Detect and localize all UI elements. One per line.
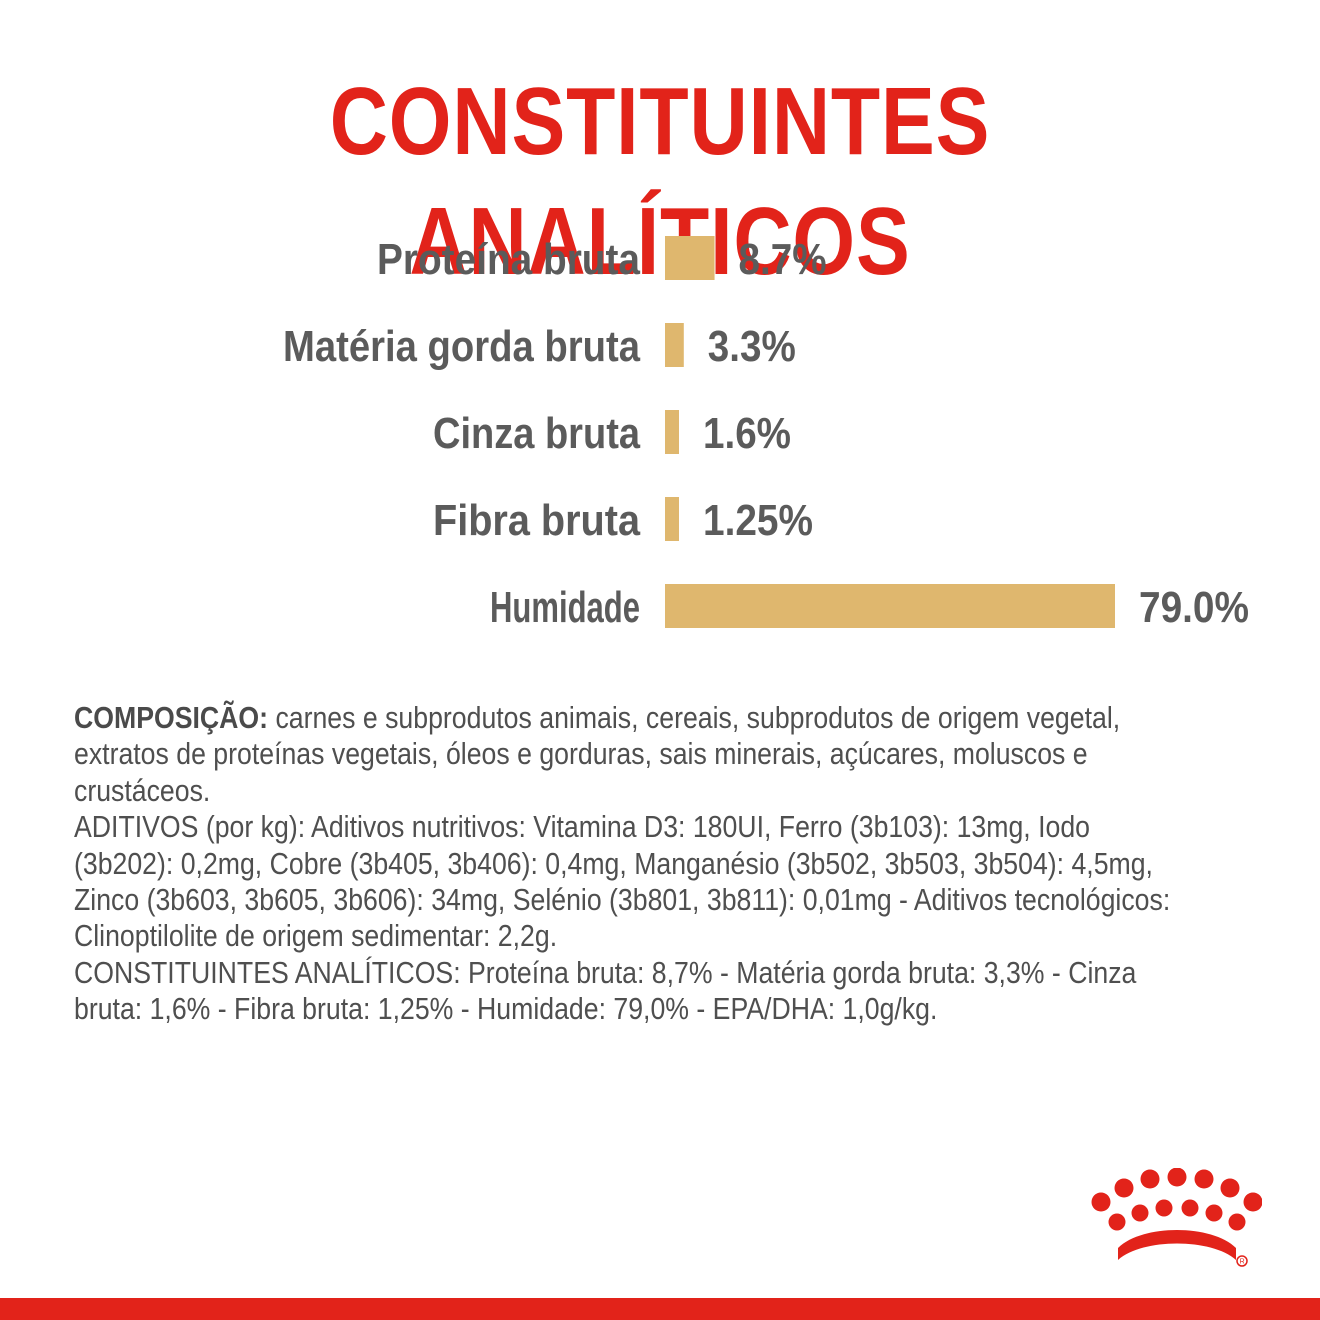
composition-text: COMPOSIÇÃO: carnes e subprodutos animais… (74, 700, 1192, 1028)
analytical-constituents-chart: Proteína bruta 8.7% Matéria gorda bruta 3.3… (283, 235, 1249, 632)
value-label: 8.7% (739, 235, 827, 284)
royal-canin-crown-icon: R (1091, 1168, 1262, 1267)
bar (665, 323, 684, 367)
category-label: Matéria gorda bruta (283, 322, 640, 371)
page-title: CONSTITUINTES ANALÍTICOS (329, 68, 991, 295)
category-label: Fibra bruta (433, 496, 640, 545)
category-label: Proteína bruta (377, 235, 640, 284)
bar (665, 410, 679, 454)
svg-text:R: R (1240, 1259, 1245, 1266)
category-label: Cinza bruta (433, 409, 640, 458)
value-label: 1.25% (703, 496, 813, 545)
bar (665, 584, 1115, 628)
composition-ingredients: carnes e subprodutos animais, cereais, s… (74, 700, 1121, 808)
value-label: 3.3% (708, 322, 796, 371)
category-label: Humidade (490, 583, 640, 632)
analytical-paragraph: CONSTITUINTES ANALÍTICOS: Proteína bruta… (74, 954, 1137, 1027)
additives-paragraph: ADITIVOS (por kg): Aditivos nutritivos: … (74, 809, 1171, 954)
bar (665, 236, 715, 280)
composition-paragraph: COMPOSIÇÃO: carnes e subprodutos animais… (74, 700, 1192, 809)
bar (665, 497, 679, 541)
composition-label: COMPOSIÇÃO: (74, 700, 269, 735)
value-label: 79.0% (1139, 583, 1249, 632)
bottom-brand-bar (0, 1298, 1320, 1320)
value-label: 1.6% (703, 409, 791, 458)
